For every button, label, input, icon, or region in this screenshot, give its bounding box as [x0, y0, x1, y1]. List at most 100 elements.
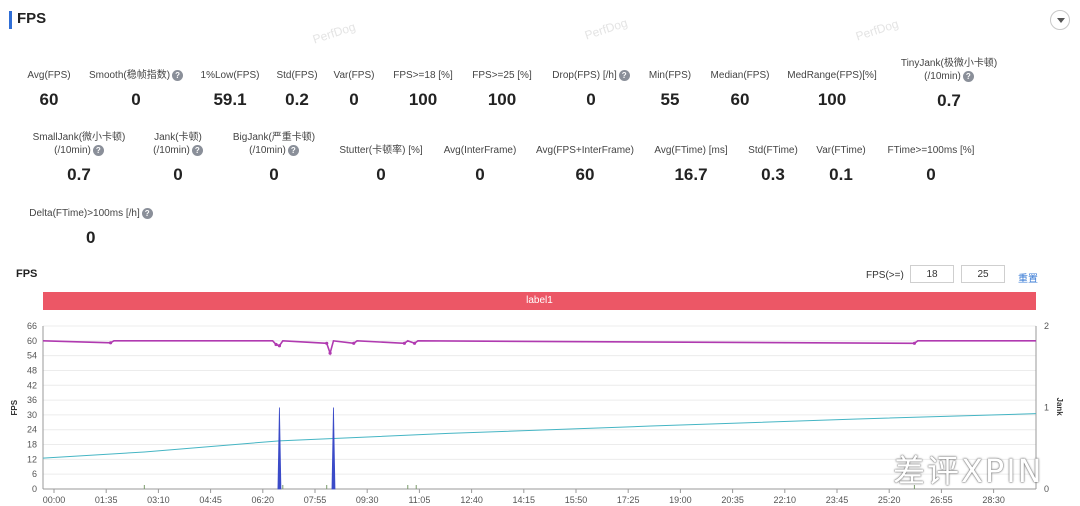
help-icon[interactable]: ?	[172, 69, 184, 81]
x-tick-label: 25:20	[878, 495, 901, 505]
x-tick-label: 26:55	[930, 495, 953, 505]
metric-label: MedRange(FPS)[%]	[787, 70, 877, 81]
metric-value: 0.7	[67, 165, 91, 184]
fps-threshold-input-2[interactable]	[961, 265, 1005, 283]
metric-delta-ftime: Delta(FTime)>100ms [/h]? 0	[24, 207, 158, 248]
metric-value: 60	[39, 90, 59, 109]
x-tick-label: 22:10	[774, 495, 797, 505]
metric-bigjank: BigJank(严重卡顿) (/10min)? 0	[222, 131, 326, 185]
metric-avg-fps-interframe: Avg(FPS+InterFrame) 60	[532, 144, 638, 185]
metric-label: TinyJank(极微小卡顿)	[900, 58, 998, 69]
metric-label: Avg(FPS)	[27, 70, 71, 81]
y-tick-label: 30	[27, 410, 37, 420]
metric-label: Min(FPS)	[648, 70, 692, 81]
metric-stutter: Stutter(卡顿率) [%] 0	[334, 144, 428, 185]
metric-label: Jank(卡顿)	[154, 132, 202, 143]
y-axis-left: 0 6 12 18 24 30 36 42 48 54 60 66	[27, 321, 37, 494]
metric-label: Var(FTime)	[816, 145, 866, 156]
metric-value: 16.7	[674, 165, 708, 184]
chart-title: FPS	[16, 268, 38, 280]
y-axis-right: 0 1 2	[1044, 321, 1049, 494]
y2-tick-label: 2	[1044, 321, 1049, 331]
y-tick-label: 54	[27, 351, 37, 361]
x-tick-label: 06:20	[252, 495, 275, 505]
fps-point	[274, 342, 278, 347]
metric-fps-ge-18: FPS>=18 [%] 100	[388, 69, 458, 110]
chart-grid	[42, 325, 1037, 490]
metric-label: Std(FPS)	[276, 70, 318, 81]
y-tick-label: 48	[27, 365, 37, 375]
x-tick-label: 19:00	[669, 495, 692, 505]
y-tick-label: 42	[27, 380, 37, 390]
metric-avg-interframe: Avg(InterFrame) 0	[436, 144, 524, 185]
metric-label: Drop(FPS) [/h]	[552, 70, 617, 81]
trend-series-line	[42, 413, 1037, 459]
fps-threshold-input-1[interactable]	[910, 265, 954, 283]
collapse-button[interactable]	[1050, 10, 1070, 30]
metric-avg-fps: Avg(FPS) 60	[20, 69, 78, 110]
metric-std-fps: Std(FPS) 0.2	[270, 69, 324, 110]
help-icon[interactable]: ?	[191, 144, 203, 156]
fps-series-line	[42, 339, 1036, 356]
metric-value: 59.1	[213, 90, 247, 109]
metric-value: 100	[817, 90, 847, 109]
y2-tick-label: 0	[1044, 484, 1049, 494]
metric-label: FPS>=25 [%]	[472, 70, 532, 81]
x-tick-label: 09:30	[356, 495, 379, 505]
metric-var-fps: Var(FPS) 0	[328, 69, 380, 110]
metric-label: Avg(FPS+InterFrame)	[536, 145, 634, 156]
metric-label: FPS>=18 [%]	[393, 70, 453, 81]
y-tick-label: 60	[27, 336, 37, 346]
metric-min-fps: Min(FPS) 55	[644, 69, 696, 110]
metric-label-unit: (/10min)	[153, 145, 190, 156]
metric-value: 0	[131, 90, 141, 109]
metric-label: FTime>=100ms [%]	[887, 145, 975, 156]
accent-bar	[9, 11, 12, 29]
fps-point	[402, 341, 406, 345]
x-tick-label: 01:35	[95, 495, 118, 505]
label-bar[interactable]: label1	[43, 292, 1036, 310]
metric-value: 60	[575, 165, 595, 184]
y2-axis-title: Jank	[1055, 398, 1064, 417]
y-tick-label: 18	[27, 440, 37, 450]
y-axis-title: FPS	[10, 399, 19, 415]
x-tick-label: 04:45	[199, 495, 222, 505]
y-tick-label: 0	[32, 484, 37, 494]
metric-value: 0	[586, 90, 596, 109]
metric-drop-fps: Drop(FPS) [/h]? 0	[548, 69, 634, 110]
metric-value: 0.2	[285, 90, 309, 109]
reset-button[interactable]: 重置	[1018, 274, 1038, 285]
help-icon[interactable]: ?	[141, 207, 153, 219]
metric-label: Stutter(卡顿率) [%]	[339, 145, 423, 156]
metric-medrange-fps: MedRange(FPS)[%] 100	[784, 69, 880, 110]
x-tick-label: 00:00	[43, 495, 66, 505]
section-header: FPS	[0, 0, 1080, 40]
metric-label-unit: (/10min)	[249, 145, 286, 156]
metric-label: SmallJank(微小卡顿)	[32, 132, 126, 143]
metric-avg-ftime: Avg(FTime) [ms] 16.7	[648, 144, 734, 185]
x-tick-label: 28:30	[982, 495, 1005, 505]
x-tick-label: 14:15	[513, 495, 536, 505]
y-tick-label: 12	[27, 454, 37, 464]
metric-value: 0	[86, 228, 96, 247]
metric-median-fps: Median(FPS) 60	[704, 69, 776, 110]
metric-value: 0.7	[937, 91, 961, 110]
x-tick-label: 17:25	[617, 495, 640, 505]
metric-label: 1%Low(FPS)	[200, 70, 260, 81]
metric-label: Avg(FTime) [ms]	[654, 145, 728, 156]
metric-label-unit: (/10min)	[54, 145, 91, 156]
metric-value: 0	[269, 165, 279, 184]
metric-value: 0	[376, 165, 386, 184]
help-icon[interactable]: ?	[287, 144, 299, 156]
x-tick-label: 20:35	[721, 495, 744, 505]
metric-label: Smooth(稳帧指数)	[88, 70, 171, 81]
metric-value: 0	[475, 165, 485, 184]
fps-point	[352, 341, 356, 345]
help-icon[interactable]: ?	[962, 70, 974, 82]
help-icon[interactable]: ?	[92, 144, 104, 156]
metric-label: Var(FPS)	[333, 70, 375, 81]
x-tick-label: 11:05	[408, 495, 430, 505]
help-icon[interactable]: ?	[618, 69, 630, 81]
metric-value: 0.1	[829, 165, 853, 184]
metric-tinyjank: TinyJank(极微小卡顿) (/10min)? 0.7	[890, 57, 1008, 111]
